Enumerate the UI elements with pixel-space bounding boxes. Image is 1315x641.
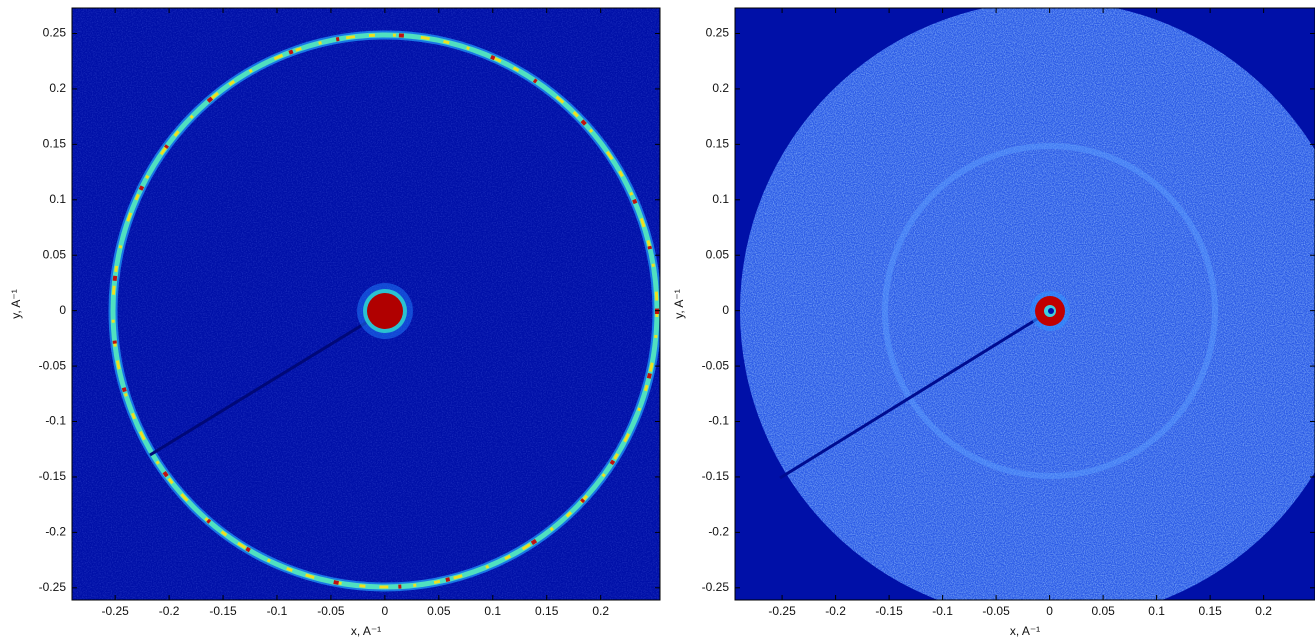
x-tick-label: 0.15 [535, 604, 559, 618]
x-tick-label: -0.25 [768, 604, 796, 618]
y-tick-label: 0.05 [706, 247, 730, 261]
x-axis-label: x, A⁻¹ [351, 624, 381, 638]
x-tick-label: 0.05 [427, 604, 451, 618]
x-tick-label: -0.1 [932, 604, 953, 618]
y-tick-label: -0.2 [45, 525, 66, 539]
heatmap-right [735, 8, 1315, 600]
plot-frame [734, 7, 1315, 601]
x-tick-label: -0.2 [159, 604, 180, 618]
x-tick-label: -0.15 [875, 604, 903, 618]
y-tick-label: 0.15 [706, 137, 730, 151]
x-tick-label: -0.1 [267, 604, 288, 618]
y-tick-label: -0.25 [39, 580, 67, 594]
x-tick-label: 0.15 [1198, 604, 1222, 618]
y-tick-label: 0.1 [49, 192, 66, 206]
y-axis-label: y, A⁻¹ [9, 289, 23, 318]
y-tick-label: -0.05 [702, 358, 730, 372]
y-tick-label: 0.25 [43, 26, 67, 40]
y-tick-label: 0.1 [712, 192, 729, 206]
y-tick-label: -0.25 [702, 580, 730, 594]
y-axis-label: y, A⁻¹ [672, 289, 686, 318]
y-tick-label: -0.1 [45, 414, 66, 428]
x-tick-label: 0.2 [592, 604, 609, 618]
x-tick-label: -0.05 [982, 604, 1010, 618]
y-tick-label: 0.2 [49, 81, 66, 95]
x-tick-label: 0 [1046, 604, 1053, 618]
plot-frame [71, 7, 661, 601]
x-tick-label: -0.2 [825, 604, 846, 618]
y-tick-label: 0.2 [712, 81, 729, 95]
x-tick-label: 0.1 [1148, 604, 1165, 618]
y-tick-label: 0.05 [43, 247, 67, 261]
y-tick-label: -0.05 [39, 358, 67, 372]
y-tick-label: 0.15 [43, 137, 67, 151]
y-tick-label: 0 [722, 303, 729, 317]
y-tick-label: 0.25 [706, 26, 730, 40]
x-tick-label: 0.05 [1091, 604, 1115, 618]
y-tick-label: -0.15 [702, 469, 730, 483]
x-tick-label: 0 [382, 604, 389, 618]
x-tick-label: -0.25 [101, 604, 129, 618]
y-tick-label: -0.15 [39, 469, 67, 483]
x-tick-label: 0.2 [1255, 604, 1272, 618]
x-axis-label: x, A⁻¹ [1010, 624, 1040, 638]
y-tick-label: -0.1 [708, 414, 729, 428]
heatmap-left [72, 8, 660, 600]
y-tick-label: 0 [59, 303, 66, 317]
x-tick-label: -0.15 [209, 604, 237, 618]
y-tick-label: -0.2 [708, 525, 729, 539]
x-tick-label: 0.1 [484, 604, 501, 618]
x-tick-label: -0.05 [317, 604, 345, 618]
